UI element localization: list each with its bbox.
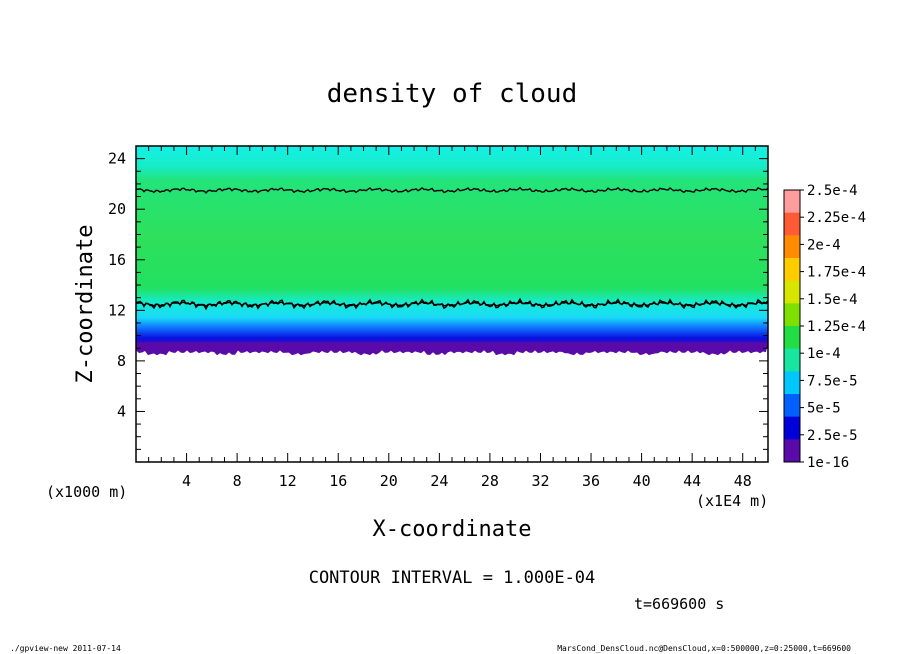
y-unit-note: (x1000 m) [46, 483, 127, 501]
colorbar-swatch [784, 326, 800, 350]
chart-title: density of cloud [327, 79, 577, 109]
colorbar-swatch [784, 258, 800, 282]
x-tick-label: 48 [734, 472, 752, 490]
colorbar-swatch [784, 416, 800, 440]
colorbar-label: 2.25e-4 [807, 210, 866, 226]
colorbar-swatch [784, 235, 800, 259]
colorbar-label: 2.5e-5 [807, 428, 858, 444]
x-tick-label: 8 [233, 472, 242, 490]
contour-interval: CONTOUR INTERVAL = 1.000E-04 [309, 568, 596, 588]
x-unit-note: (x1E4 m) [696, 492, 768, 510]
colorbar-label: 1e-16 [807, 455, 849, 471]
y-tick-label: 4 [117, 402, 126, 420]
x-tick-label: 4 [182, 472, 191, 490]
colorbar-label: 1.75e-4 [807, 265, 866, 281]
colorbar-label: 1.5e-4 [807, 292, 858, 308]
colorbar-label: 1e-4 [807, 346, 841, 362]
y-tick-label: 16 [108, 251, 126, 269]
colorbar-label: 7.5e-5 [807, 373, 858, 389]
y-tick-label: 24 [108, 150, 126, 168]
x-tick-label: 44 [683, 472, 701, 490]
x-axis-ticks: 4 8 12 16 20 24 28 32 36 40 44 48 [148, 146, 756, 490]
y-tick-label: 12 [108, 301, 126, 319]
x-tick-label: 20 [380, 472, 398, 490]
colorbar: 2.5e-4 2.25e-4 2e-4 1.75e-4 1.5e-4 1.25e-4 1e-… [783, 183, 866, 471]
colorbar-label: 1.25e-4 [807, 319, 866, 335]
x-axis-label: X-coordinate [373, 517, 532, 542]
colorbar-swatch [784, 394, 800, 418]
colorbar-label: 5e-5 [807, 401, 841, 417]
footer-left: ./gpview-new 2011-07-14 [10, 644, 121, 653]
x-tick-label: 12 [279, 472, 297, 490]
contour-lines [135, 186, 769, 311]
y-axis-ticks: 4 8 12 16 20 24 [108, 150, 768, 450]
colorbar-swatch [784, 280, 800, 304]
colorbar-label: 2.5e-4 [807, 183, 858, 199]
x-tick-label: 24 [430, 472, 448, 490]
x-tick-label: 28 [481, 472, 499, 490]
colorbar-swatch [784, 348, 800, 372]
x-tick-label: 40 [633, 472, 651, 490]
y-tick-label: 20 [108, 200, 126, 218]
colorbar-swatch [784, 371, 800, 395]
x-tick-label: 32 [531, 472, 549, 490]
plot-area [135, 145, 769, 463]
colorbar-label: 2e-4 [807, 237, 841, 253]
x-tick-label: 36 [582, 472, 600, 490]
y-tick-label: 8 [117, 352, 126, 370]
footer-right: MarsCond_DensCloud.nc@DensCloud,x=0:5000… [557, 644, 851, 653]
colorbar-swatch [784, 439, 800, 463]
contour-lower-2 [135, 300, 769, 308]
time-label: t=669600 s [634, 595, 724, 613]
colorbar-swatch [784, 190, 800, 214]
x-tick-label: 16 [329, 472, 347, 490]
colorbar-swatch [784, 303, 800, 327]
contour-upper [135, 186, 769, 194]
y-axis-label: Z-coordinate [73, 225, 98, 384]
cloud-bottom-edge [136, 342, 768, 356]
cloud-edge-path [136, 342, 768, 356]
colorbar-swatch [784, 212, 800, 236]
cloud-layer [136, 146, 768, 349]
